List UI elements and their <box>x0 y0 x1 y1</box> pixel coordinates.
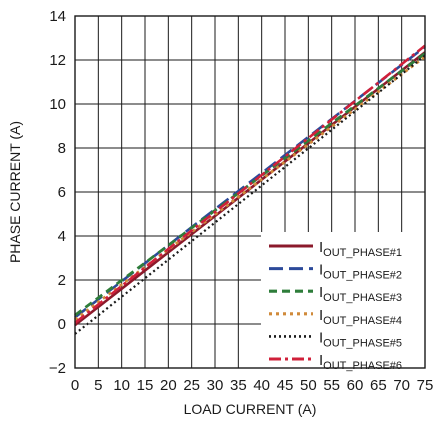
x-tick-label: 5 <box>94 377 102 394</box>
y-axis-title: PHASE CURRENT (A) <box>7 121 23 263</box>
y-tick-label: 6 <box>58 184 66 201</box>
x-tick-label: 0 <box>71 377 79 394</box>
x-tick-label: 55 <box>323 377 340 394</box>
x-tick-label: 60 <box>347 377 364 394</box>
x-tick-label: 50 <box>300 377 317 394</box>
x-tick-label: 15 <box>137 377 154 394</box>
x-tick-label: 20 <box>160 377 177 394</box>
y-tick-label: 0 <box>58 316 66 333</box>
y-tick-label: 4 <box>58 228 66 245</box>
y-tick-label: −2 <box>49 360 66 377</box>
x-tick-label: 30 <box>207 377 224 394</box>
y-tick-label: 10 <box>49 96 66 113</box>
legend: IOUT_PHASE#1IOUT_PHASE#2IOUT_PHASE#3IOUT… <box>261 232 425 372</box>
x-tick-label: 65 <box>370 377 387 394</box>
y-tick-label: 12 <box>49 52 66 69</box>
y-tick-label: 8 <box>58 140 66 157</box>
x-tick-label: 70 <box>393 377 410 394</box>
x-tick-label: 35 <box>230 377 247 394</box>
x-tick-label: 40 <box>253 377 270 394</box>
x-tick-label: 25 <box>183 377 200 394</box>
x-tick-label: 45 <box>277 377 294 394</box>
x-tick-label: 10 <box>113 377 130 394</box>
x-tick-label: 75 <box>417 377 434 394</box>
x-axis-title: LOAD CURRENT (A) <box>184 401 317 417</box>
x-tick-labels: 0 5 10 15 20 25 30 35 40 45 50 55 60 65 70 75 <box>71 377 434 394</box>
y-tick-label: 2 <box>58 272 66 289</box>
y-tick-labels: −2 0 2 4 6 8 10 12 14 <box>49 8 66 377</box>
y-tick-label: 14 <box>49 8 66 25</box>
